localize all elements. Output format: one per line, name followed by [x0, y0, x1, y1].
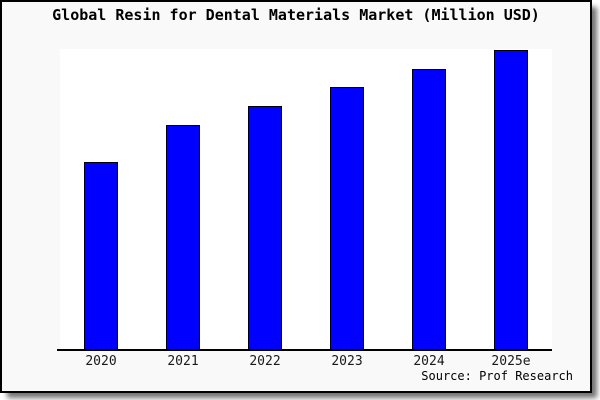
bar-2024 — [412, 69, 446, 350]
source-note: Source: Prof Research — [421, 369, 573, 383]
x-tick-label-2020: 2020 — [85, 354, 117, 369]
bar-2022 — [248, 106, 282, 350]
bar-2023 — [330, 87, 364, 350]
bars-container — [60, 49, 552, 350]
x-tick-label-2025e: 2025e — [491, 354, 531, 369]
x-axis-labels: 2020 2021 2022 2023 2024 2025e — [60, 354, 552, 372]
x-tick-label-2024: 2024 — [413, 354, 445, 369]
plot-area — [60, 49, 552, 350]
chart-title: Global Resin for Dental Materials Market… — [52, 6, 540, 24]
x-tick-label-2021: 2021 — [167, 354, 199, 369]
bar-2021 — [166, 125, 200, 350]
bar-2025e — [494, 50, 528, 350]
x-axis-line — [57, 349, 552, 351]
x-tick-label-2022: 2022 — [249, 354, 281, 369]
bar-2020 — [84, 162, 118, 350]
x-tick-label-2023: 2023 — [331, 354, 363, 369]
